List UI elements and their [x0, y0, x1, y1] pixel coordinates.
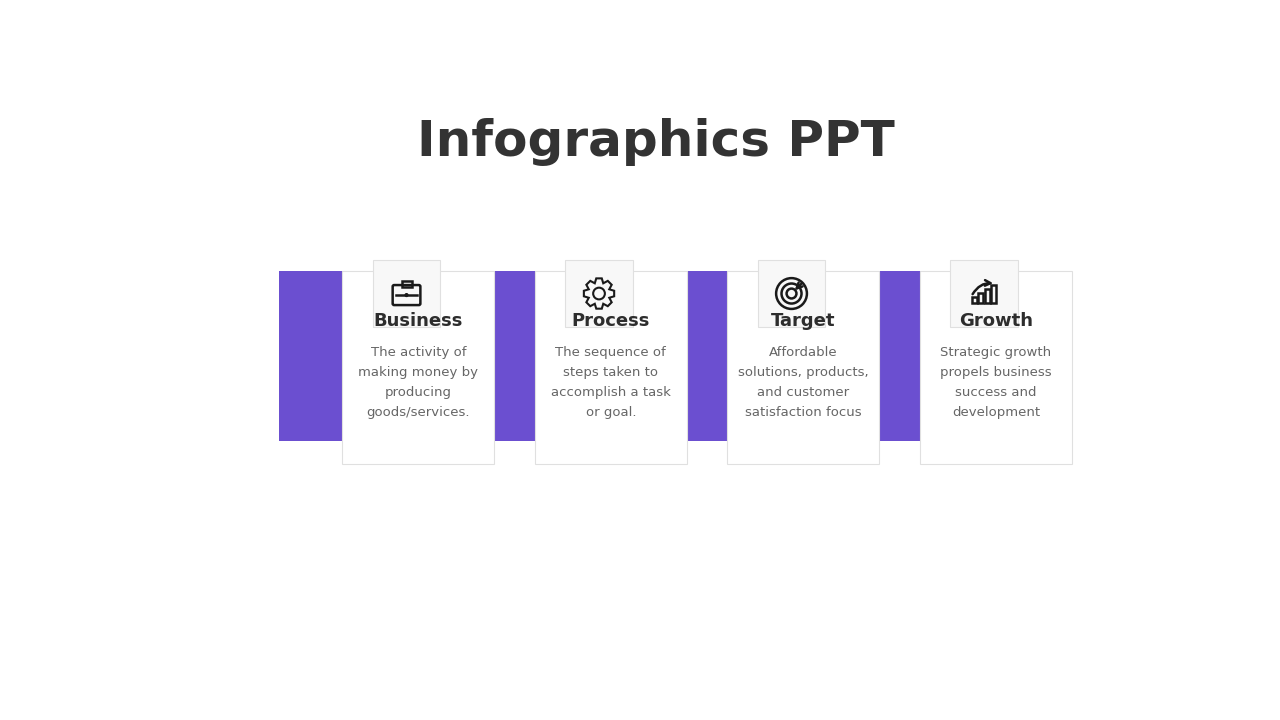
- Bar: [471, 348, 539, 441]
- Bar: [856, 271, 1006, 348]
- Bar: [535, 271, 687, 464]
- Bar: [758, 260, 826, 328]
- Bar: [471, 271, 621, 348]
- Bar: [950, 260, 1018, 328]
- Text: Growth: Growth: [959, 312, 1033, 330]
- Text: Target: Target: [771, 312, 836, 330]
- Bar: [343, 271, 494, 464]
- Text: Business: Business: [374, 312, 463, 330]
- Bar: [402, 281, 412, 287]
- Bar: [856, 348, 924, 441]
- Text: The sequence of
steps taken to
accomplish a task
or goal.: The sequence of steps taken to accomplis…: [550, 346, 671, 419]
- Bar: [372, 260, 440, 328]
- Bar: [664, 348, 731, 441]
- Bar: [984, 289, 989, 303]
- Text: Infographics PPT: Infographics PPT: [417, 118, 895, 166]
- Bar: [920, 271, 1071, 464]
- Text: Process: Process: [572, 312, 650, 330]
- Bar: [664, 271, 814, 348]
- Bar: [972, 297, 977, 303]
- Bar: [279, 271, 429, 348]
- Text: The activity of
making money by
producing
goods/services.: The activity of making money by producin…: [358, 346, 479, 419]
- Bar: [566, 260, 632, 328]
- Bar: [727, 271, 879, 464]
- Circle shape: [406, 294, 408, 297]
- Bar: [279, 348, 347, 441]
- Text: Affordable
solutions, products,
and customer
satisfaction focus: Affordable solutions, products, and cust…: [739, 346, 869, 419]
- Text: Strategic growth
propels business
success and
development: Strategic growth propels business succes…: [940, 346, 1052, 419]
- Bar: [991, 285, 996, 303]
- Bar: [978, 293, 983, 303]
